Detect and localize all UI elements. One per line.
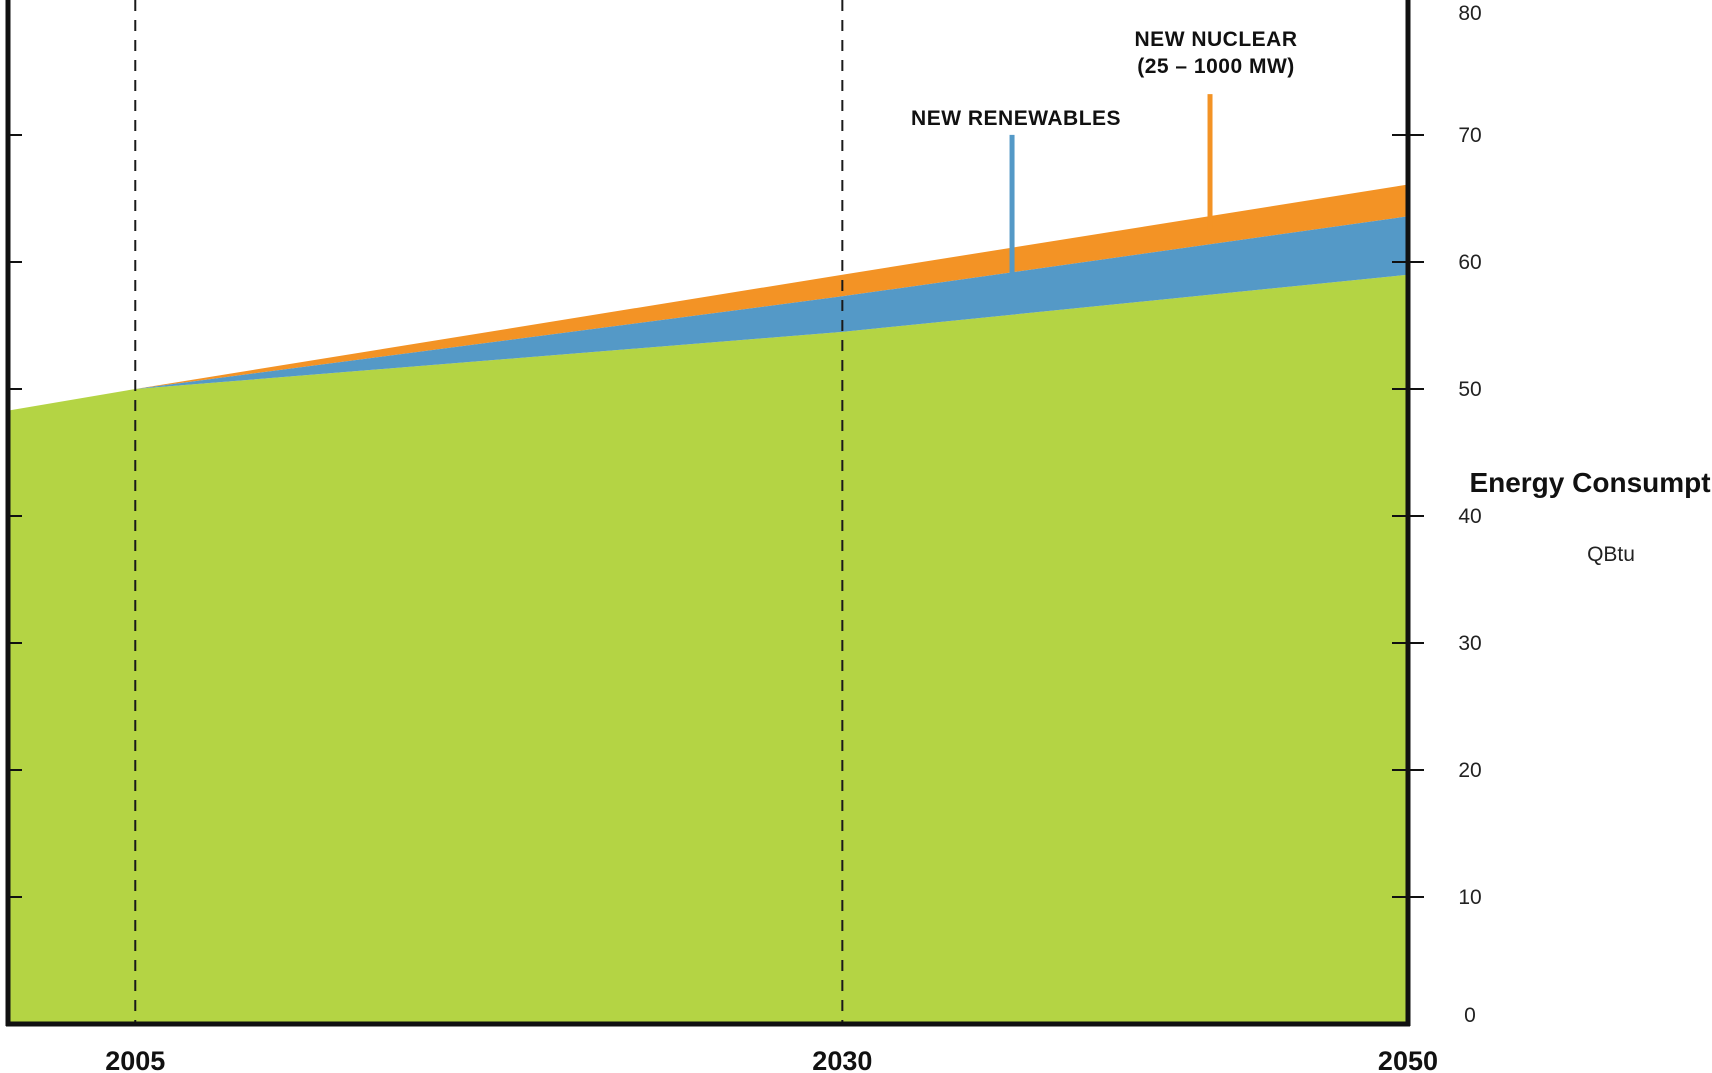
x-tick-label: 2005 (105, 1046, 165, 1073)
label-new-nuclear: NEW NUCLEAR (1135, 28, 1298, 51)
y-tick-label: 70 (1458, 124, 1481, 147)
annotation-leaders (1009, 94, 1213, 290)
y-tick-label: 10 (1458, 886, 1481, 909)
area-new-nuclear (135, 184, 1409, 389)
y-axis-unit: QBtu (1587, 543, 1635, 566)
y-tick-label: 20 (1458, 759, 1481, 782)
x-axis-ticks: 2005 2030 2050 (105, 1046, 1438, 1073)
y-tick-label: 40 (1458, 505, 1481, 528)
y-axis-title: Energy Consumption (1469, 467, 1712, 498)
y-tick-label: 60 (1458, 251, 1481, 274)
reference-lines (134, 0, 844, 1024)
y-tick-label: 30 (1458, 632, 1481, 655)
y-tick-label: 50 (1458, 378, 1481, 401)
axes (5, 0, 1411, 1027)
label-new-nuclear-capacity: (25 – 1000 MW) (1137, 55, 1295, 78)
y-tick-label: 80 (1458, 2, 1481, 25)
x-tick-label: 2050 (1378, 1046, 1438, 1073)
y-axis-ticks: 0 10 20 30 40 50 60 70 80 (8, 2, 1482, 1027)
y-tick-label: 0 (1464, 1004, 1476, 1027)
y-axis-title-group: Energy Consumption QBtu (1469, 467, 1712, 566)
area-base (8, 274, 1408, 1024)
series-annotations: NEW RENEWABLES NEW NUCLEAR (25 – 1000 MW) (911, 28, 1297, 130)
x-tick-label: 2030 (812, 1046, 872, 1073)
stacked-areas (8, 184, 1409, 1024)
label-new-renewables: NEW RENEWABLES (911, 107, 1121, 130)
